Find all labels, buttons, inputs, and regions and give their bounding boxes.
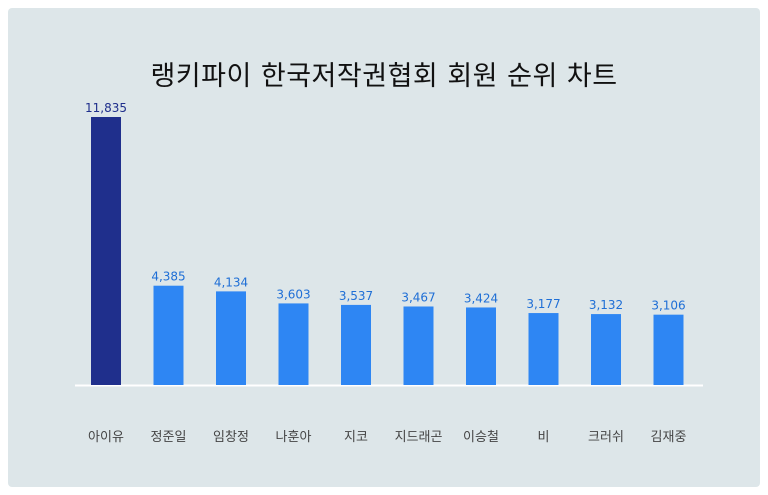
category-label-5: 지코: [344, 430, 368, 445]
category-label-3: 임창정: [213, 430, 249, 445]
bar-3: [216, 291, 246, 385]
value-label-10: 3,106: [651, 299, 685, 313]
value-label-4: 3,603: [276, 287, 310, 301]
category-label-9: 크러쉬: [588, 430, 624, 445]
category-label-8: 비: [538, 430, 550, 445]
value-label-2: 4,385: [151, 270, 185, 284]
bar-8: [528, 313, 559, 385]
bar-5: [341, 304, 371, 385]
category-label-1: 아이유: [88, 430, 124, 445]
value-label-7: 3,424: [464, 291, 498, 305]
value-label-5: 3,537: [339, 289, 373, 303]
category-label-7: 이승철: [463, 430, 499, 445]
category-label-10: 김재중: [651, 430, 687, 445]
value-label-9: 3,132: [589, 298, 623, 312]
chart-title: 랭키파이 한국저작권협회 회원 순위 차트: [150, 61, 618, 92]
value-label-8: 3,177: [526, 297, 560, 311]
bar-10: [653, 314, 684, 385]
value-label-3: 4,134: [214, 275, 248, 289]
bar-1: [91, 117, 121, 385]
chart-card: 랭키파이 한국저작권협회 회원 순위 차트: [8, 8, 760, 487]
category-label-2: 정준일: [151, 430, 187, 445]
category-label-6: 지드래곤: [395, 430, 443, 445]
value-label-6: 3,467: [401, 290, 435, 304]
bar-7: [466, 307, 496, 385]
bar-6: [403, 306, 434, 385]
value-label-1: 11,835: [85, 101, 127, 115]
bar-9: [591, 314, 621, 385]
bar-2: [153, 285, 184, 385]
bar-4: [278, 303, 309, 385]
category-label-4: 나훈아: [276, 430, 312, 445]
